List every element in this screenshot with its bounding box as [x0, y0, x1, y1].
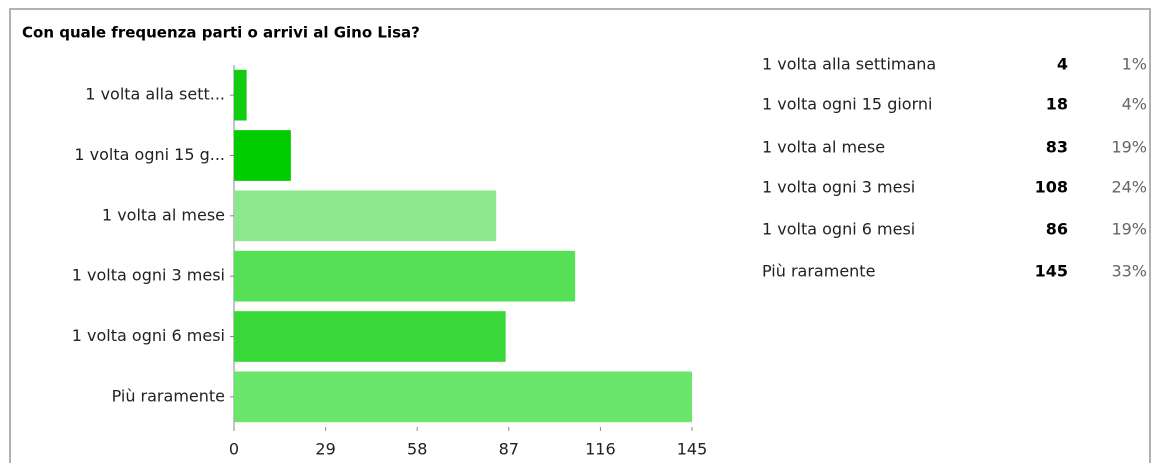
table-label: 1 volta al mese: [762, 138, 885, 157]
y-tick-label: 1 volta alla sett...: [85, 85, 225, 104]
bar: [234, 371, 692, 423]
bar: [234, 250, 576, 302]
y-tick-label: 1 volta ogni 15 g...: [74, 145, 225, 164]
table-percent: 33%: [1111, 262, 1147, 281]
bar: [234, 311, 506, 362]
frame: [9, 8, 1151, 463]
x-tick-label: 145: [677, 440, 708, 459]
table-label: Più raramente: [762, 262, 875, 281]
table-percent: 19%: [1111, 138, 1147, 157]
table-count: 145: [1035, 262, 1068, 281]
table-count: 83: [1046, 138, 1068, 157]
bar: [234, 69, 247, 121]
table-count: 4: [1057, 55, 1068, 74]
y-tick-label: 1 volta ogni 3 mesi: [72, 266, 225, 285]
y-tick-label: Più raramente: [112, 386, 225, 405]
x-tick-label: 58: [407, 440, 427, 459]
table-count: 18: [1046, 95, 1068, 114]
table-percent: 4%: [1122, 95, 1147, 114]
table-label: 1 volta ogni 6 mesi: [762, 220, 915, 239]
bar: [234, 130, 291, 181]
table-label: 1 volta ogni 3 mesi: [762, 178, 915, 197]
table-count: 108: [1035, 178, 1068, 197]
table-percent: 19%: [1111, 220, 1147, 239]
bar: [234, 190, 497, 242]
x-tick-label: 29: [315, 440, 335, 459]
y-tick-label: 1 volta ogni 6 mesi: [72, 326, 225, 345]
x-tick-label: 87: [499, 440, 519, 459]
table-count: 86: [1046, 220, 1068, 239]
table-percent: 24%: [1111, 178, 1147, 197]
chart-title: Con quale frequenza parti o arrivi al Gi…: [22, 24, 420, 42]
table-label: 1 volta ogni 15 giorni: [762, 95, 932, 114]
y-tick-label: 1 volta al mese: [102, 205, 225, 224]
table-percent: 1%: [1122, 55, 1147, 74]
x-tick-label: 116: [585, 440, 616, 459]
table-label: 1 volta alla settimana: [762, 55, 936, 74]
x-tick-label: 0: [229, 440, 239, 459]
